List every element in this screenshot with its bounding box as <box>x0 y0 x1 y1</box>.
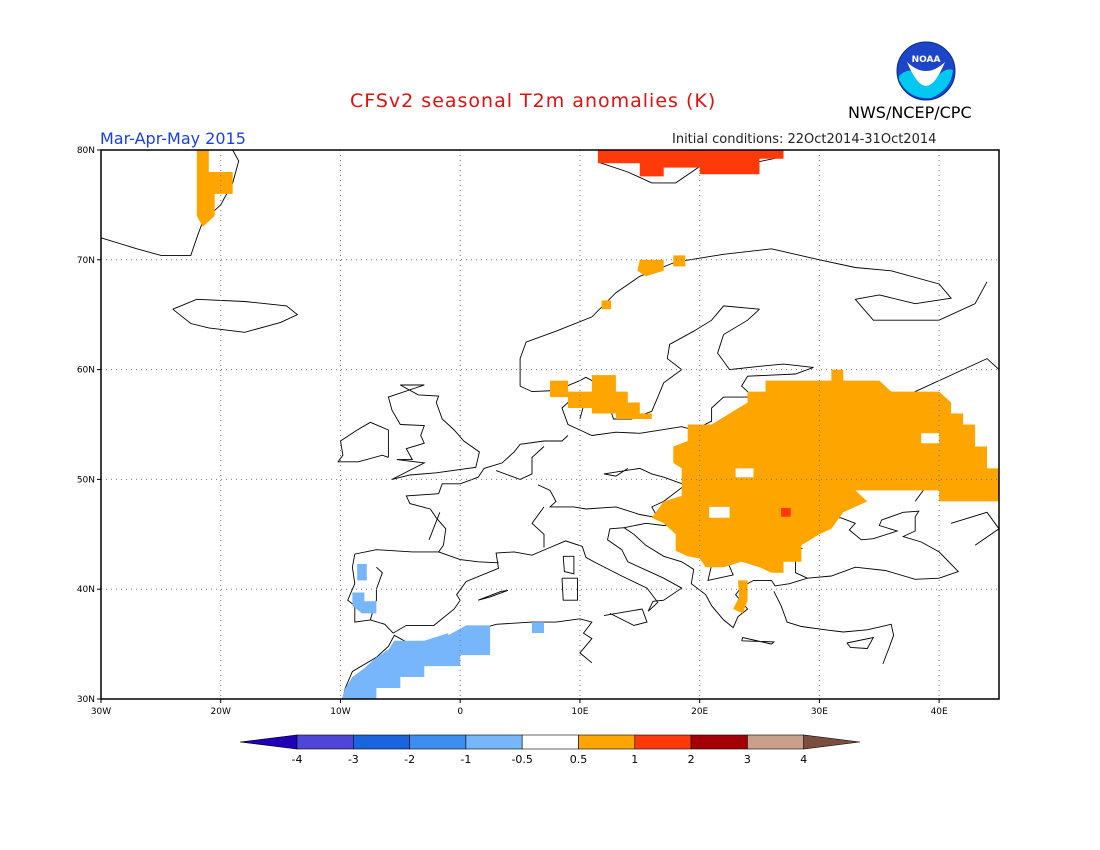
initial-conditions-label: Initial conditions: 22Oct2014-31Oct2014 <box>672 132 937 147</box>
coastline <box>428 512 441 540</box>
x-tick-label: 20E <box>691 707 708 717</box>
org-label: NWS/NCEP/CPC <box>848 103 972 122</box>
colorbar-box <box>747 734 805 750</box>
anomaly-region-scandinavia-south-warm <box>550 375 652 419</box>
colorbar-arrow-low <box>239 734 298 750</box>
colorbar-label: 1 <box>631 753 638 766</box>
colorbar-box <box>409 734 467 750</box>
coastline <box>438 551 499 564</box>
anomaly-gap <box>921 433 940 444</box>
coastline <box>846 636 875 649</box>
colorbar-label: -4 <box>292 753 303 766</box>
colorbar-label: -3 <box>348 753 359 766</box>
coastline <box>603 467 686 486</box>
anomaly-gap <box>709 506 730 518</box>
colorbar-box <box>465 734 523 750</box>
colorbar-label: -1 <box>460 753 471 766</box>
x-tick-label: 30W <box>91 707 111 717</box>
anomaly-region-svalbard-warm <box>597 150 784 177</box>
colorbar-label: 4 <box>800 753 807 766</box>
coastline <box>100 149 240 256</box>
coastline <box>950 511 1000 546</box>
coastline <box>387 384 480 480</box>
y-tick-label: 70N <box>77 256 95 266</box>
coastline <box>337 421 389 463</box>
coastline <box>347 435 960 634</box>
x-tick-label: 30E <box>811 707 828 717</box>
colorbar-box <box>521 734 579 750</box>
noaa-logo: NOAA <box>895 40 957 106</box>
coastline <box>561 308 814 436</box>
anomaly-regions <box>196 150 999 699</box>
x-tick-label: 0 <box>457 707 463 717</box>
anomaly-region-portugal-cold <box>357 563 367 581</box>
colorbar-arrow-high <box>803 734 861 750</box>
anomaly-region-eastern-europe-warm <box>651 369 999 573</box>
y-tick-label: 50N <box>77 475 95 485</box>
anomaly-region-morocco-algeria-cold <box>342 625 491 699</box>
anomaly-region-greenland-warm <box>196 150 233 227</box>
x-tick-label: 40E <box>931 707 948 717</box>
coastline <box>537 484 664 519</box>
coastline <box>519 305 760 420</box>
x-tick-label: 10E <box>571 707 588 717</box>
colorbar-box <box>578 734 636 750</box>
colorbar-label: 2 <box>688 753 695 766</box>
anomaly-region-portugal-south-cold <box>352 592 377 614</box>
season-label: Mar-Apr-May 2015 <box>100 129 246 148</box>
anomaly-region-greece-warm <box>733 580 748 614</box>
y-tick-label: 60N <box>77 366 95 376</box>
coastline <box>707 563 734 581</box>
colorbar-box <box>690 734 748 750</box>
anomaly-region-romania-hot <box>781 507 791 517</box>
svg-text:NOAA: NOAA <box>912 55 941 65</box>
anomaly-gap <box>735 468 754 478</box>
map-frame <box>100 149 1000 700</box>
y-tick-label: 80N <box>77 146 95 156</box>
coastline <box>172 298 299 333</box>
colorbar-box <box>296 734 354 750</box>
anomaly-region-norway-north-warm <box>637 259 664 277</box>
x-tick-label: 20W <box>211 707 231 717</box>
coastline <box>603 608 648 626</box>
coastline <box>478 589 509 601</box>
coastline <box>519 248 988 387</box>
coastline <box>741 636 776 645</box>
anomaly-region-norway-north2-warm <box>673 255 686 267</box>
axis-ticks: 30W 20W 10W 0 10E 20E 30E 40E 30N 40N 50N 60N 70N 80N <box>77 146 948 717</box>
colorbar-label: 0.5 <box>570 753 588 766</box>
colorbar-box <box>352 734 410 750</box>
anomaly-region-norway-coast-warm <box>601 300 612 310</box>
coastline <box>531 506 545 548</box>
colorbar: -4 -3 -2 -1 -0.5 0.5 1 2 3 4 <box>239 734 861 766</box>
colorbar-label: 3 <box>744 753 751 766</box>
y-tick-label: 30N <box>77 695 95 705</box>
coastline <box>562 555 575 575</box>
chart-title: CFSv2 seasonal T2m anomalies (K) <box>350 90 717 112</box>
x-tick-label: 10W <box>330 707 350 717</box>
colorbar-label: -0.5 <box>511 753 532 766</box>
coastline <box>495 446 545 480</box>
colorbar-label: -2 <box>404 753 415 766</box>
colorbar-box <box>634 734 692 750</box>
anomaly-region-tunisia-cold <box>532 622 544 634</box>
coastline <box>561 577 578 601</box>
coastline <box>773 591 895 665</box>
y-tick-label: 40N <box>77 585 95 595</box>
